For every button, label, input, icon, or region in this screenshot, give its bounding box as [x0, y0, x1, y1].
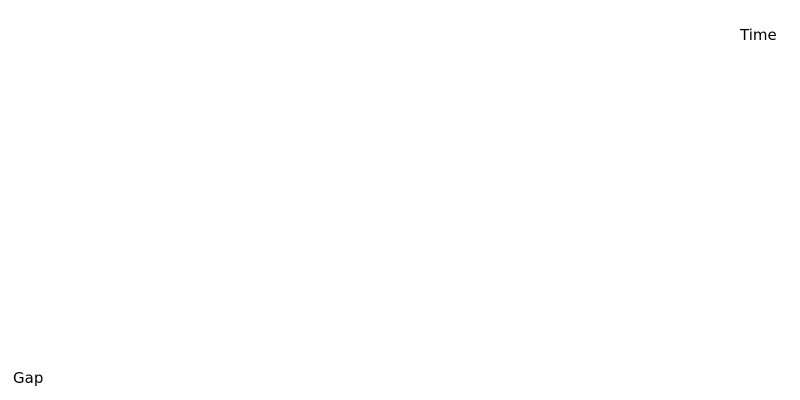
x-axis-title: Time [740, 26, 777, 44]
y-axis-title: Gap [13, 369, 44, 387]
